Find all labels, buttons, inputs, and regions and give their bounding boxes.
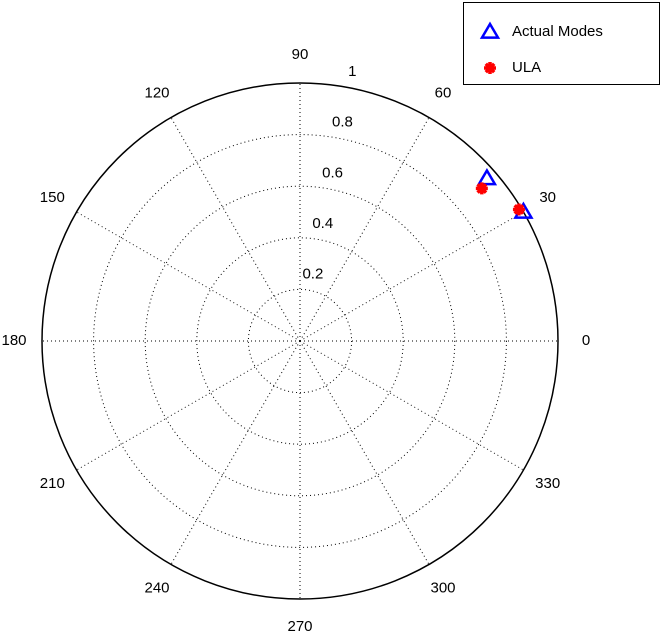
grid-spoke	[299, 340, 524, 471]
grid-spoke	[170, 117, 301, 342]
r-tick-label: 0.2	[302, 266, 323, 283]
grid-spoke	[299, 211, 524, 342]
asterisk-marker	[484, 62, 496, 74]
legend-box	[463, 2, 660, 85]
theta-tick-label: 90	[292, 46, 309, 63]
r-tick-label: 1	[348, 63, 356, 80]
legend-label: Actual Modes	[512, 23, 603, 40]
asterisk-marker	[475, 182, 488, 195]
theta-tick-label: 300	[430, 580, 455, 597]
grid-spoke	[299, 117, 430, 342]
grid-spoke	[76, 211, 301, 342]
theta-tick-label: 180	[1, 332, 26, 349]
theta-tick-label: 60	[435, 84, 452, 101]
r-tick-label: 0.8	[332, 114, 353, 131]
theta-tick-label: 0	[582, 332, 590, 349]
theta-tick-label: 150	[40, 189, 65, 206]
grid-ring	[93, 134, 507, 548]
theta-tick-label: 120	[144, 84, 169, 101]
theta-tick-label: 240	[144, 580, 169, 597]
grid-ring	[144, 185, 456, 497]
asterisk-marker	[512, 203, 525, 216]
theta-tick-label: 210	[40, 475, 65, 492]
triangle-marker	[479, 21, 501, 39]
theta-tick-label: 330	[535, 475, 560, 492]
grid-ring	[196, 237, 404, 445]
legend-label: ULA	[512, 59, 541, 76]
grid-ring	[247, 288, 353, 394]
r-tick-label: 0.4	[312, 215, 333, 232]
r-tick-label: 0.6	[322, 164, 343, 181]
theta-tick-label: 270	[287, 618, 312, 635]
grid-spoke	[170, 340, 301, 565]
outer-circle	[41, 82, 559, 600]
theta-tick-label: 30	[539, 189, 556, 206]
grid-spoke	[76, 340, 301, 471]
grid-spoke	[299, 340, 430, 565]
triangle-marker	[476, 168, 498, 186]
legend: Actual Modes ULA	[463, 2, 660, 85]
